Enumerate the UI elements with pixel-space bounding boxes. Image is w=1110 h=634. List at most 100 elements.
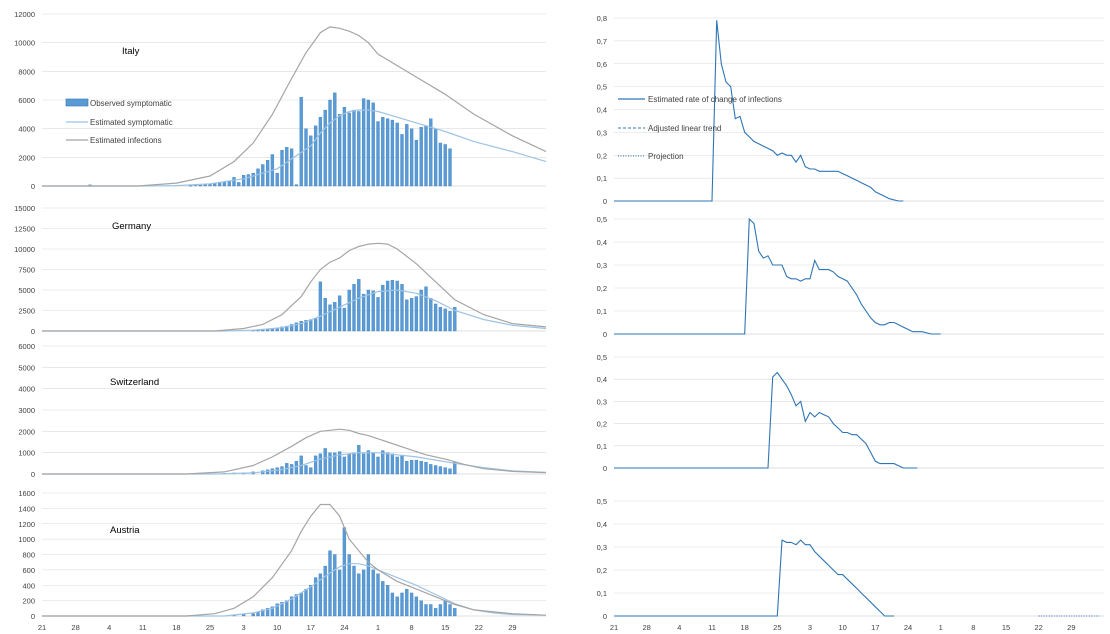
bar [304, 128, 308, 187]
y-tick-label: 0 [31, 327, 35, 336]
y-tick-label: 0,1 [597, 442, 607, 451]
bar [237, 182, 241, 187]
bar [419, 289, 423, 332]
x-tick-label: 4 [107, 623, 111, 632]
bar [265, 160, 270, 187]
y-tick-label: 0,3 [597, 543, 607, 552]
bar [309, 135, 313, 187]
bar [261, 164, 265, 187]
bar [328, 550, 332, 617]
bar [366, 554, 371, 617]
x-tick-label: 22 [475, 623, 483, 632]
x-tick-label: 1 [939, 623, 943, 632]
bar [275, 603, 279, 617]
bar [405, 299, 409, 332]
x-tick-label: 24 [904, 623, 912, 632]
bar [366, 289, 371, 332]
x-tick-label: 21 [610, 623, 618, 632]
series-line [42, 26, 547, 187]
y-tick-label: 0,1 [597, 174, 607, 183]
y-tick-label: 0 [31, 182, 35, 191]
y-tick-label: 7500 [18, 266, 35, 275]
bar [448, 311, 452, 332]
bar [448, 148, 452, 187]
bar [438, 307, 443, 332]
y-tick-label: 1600 [18, 489, 35, 498]
y-tick-label: 0 [31, 612, 35, 621]
y-tick-label: 0 [31, 470, 35, 479]
bar [400, 284, 404, 332]
bar [357, 573, 361, 617]
bar [222, 181, 227, 187]
legend-observed-label: Observed symptomatic [90, 99, 172, 108]
x-tick-label: 28 [642, 623, 650, 632]
bar [438, 604, 443, 617]
x-tick-label: 18 [172, 623, 180, 632]
series-line [42, 109, 547, 187]
bar [333, 302, 337, 332]
bar [246, 174, 251, 187]
bar [342, 456, 347, 475]
bar [448, 468, 452, 475]
bar [352, 284, 356, 332]
y-tick-label: 2000 [18, 427, 35, 436]
bar [443, 308, 447, 332]
y-tick-label: 800 [22, 551, 35, 560]
bar [414, 459, 419, 475]
y-tick-label: 0,4 [597, 106, 607, 115]
bar [357, 111, 361, 187]
y-tick-label: 0,2 [597, 566, 607, 575]
bar [318, 117, 323, 187]
bar [251, 172, 255, 187]
y-tick-label: 0,3 [597, 128, 607, 137]
x-tick-label: 17 [871, 623, 879, 632]
y-tick-label: 0,4 [597, 375, 607, 384]
legend-left: Observed symptomatic Estimated symptomat… [65, 98, 173, 145]
bar [270, 606, 275, 617]
bar [337, 569, 342, 617]
y-tick-label: 0,4 [597, 520, 607, 529]
x-tick-label: 3 [242, 623, 246, 632]
series-line [42, 289, 547, 332]
bar [280, 602, 284, 617]
y-tick-label: 0,2 [597, 151, 607, 160]
x-tick-label: 22 [1034, 623, 1042, 632]
legend-right: Estimated rate of change of infections A… [618, 95, 782, 161]
bar [433, 303, 438, 332]
y-tick-label: 0 [603, 612, 607, 621]
panel-title: Italy [122, 46, 140, 57]
bar [424, 125, 428, 187]
bar [400, 592, 404, 617]
y-tick-label: 10000 [14, 39, 35, 48]
bar [429, 118, 433, 187]
legend-projection-label: Projection [648, 152, 684, 161]
bar [443, 144, 447, 187]
bar [361, 98, 366, 187]
bar [294, 184, 299, 187]
bar [409, 298, 414, 332]
bar [313, 577, 318, 617]
x-tick-label: 3 [808, 623, 812, 632]
bar [289, 324, 294, 332]
y-tick-label: 0,2 [597, 420, 607, 429]
bar [381, 450, 385, 475]
bar [289, 596, 294, 617]
bar [299, 321, 303, 332]
bar [304, 320, 308, 332]
bar [304, 465, 308, 475]
bar [352, 452, 356, 475]
bar [241, 175, 246, 187]
bar [347, 112, 351, 187]
bar [256, 168, 260, 187]
bar [208, 184, 212, 187]
bar [357, 279, 361, 332]
y-tick-label: 6000 [18, 96, 35, 105]
bar [448, 604, 452, 617]
panel-title: Germany [112, 221, 151, 232]
x-tick-label: 11 [708, 623, 716, 632]
bar [285, 600, 289, 617]
bar [376, 456, 380, 475]
chart-panel-2: 0 1000 2000 3000 4000 5000 6000 Switzerland [18, 342, 547, 479]
y-tick-label: 0,1 [597, 589, 607, 598]
bar [328, 99, 332, 187]
